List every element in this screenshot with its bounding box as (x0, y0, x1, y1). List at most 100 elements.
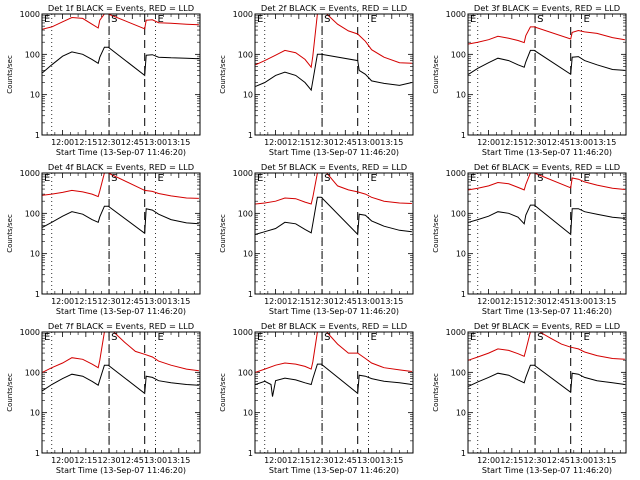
x-tick-label: 12:00 (264, 456, 287, 465)
event-marker-label: E (158, 14, 164, 25)
plot-frame (467, 172, 627, 295)
event-marker-label: E (257, 173, 263, 184)
event-marker-label: S (111, 173, 117, 184)
event-marker-label: E (371, 332, 377, 343)
event-marker-label: S (111, 332, 117, 343)
x-tick-label: 12:30 (98, 297, 121, 306)
y-tick-label: 1 (35, 290, 40, 299)
x-tick-label: 13:00 (570, 297, 593, 306)
y-axis-label: Counts/sec (6, 214, 14, 253)
y-axis-label: Counts/sec (6, 55, 14, 94)
detector-panel: Det 4f BLACK = Events, RED = LLD Counts/s… (6, 162, 201, 316)
y-tick-label: 1000 (446, 169, 466, 178)
detector-panel: Det 8f BLACK = Events, RED = LLD Counts/s… (219, 321, 414, 475)
event-marker-label: E (584, 173, 590, 184)
detector-panel: Det 9f BLACK = Events, RED = LLD Counts/s… (432, 321, 627, 475)
event-marker-label: E (584, 14, 590, 25)
x-tick-label: 12:15 (74, 297, 97, 306)
y-tick-label: 1 (248, 290, 253, 299)
x-tick-label: 12:00 (51, 138, 74, 147)
detector-panel: Det 5f BLACK = Events, RED = LLD Counts/s… (219, 162, 414, 316)
x-tick-label: 12:00 (264, 138, 287, 147)
x-tick-label: 13:15 (380, 138, 403, 147)
x-tick-label: 12:30 (524, 297, 547, 306)
y-axis-label: Counts/sec (219, 55, 227, 94)
event-marker-label: E (44, 173, 50, 184)
x-tick-label: 12:15 (74, 456, 97, 465)
y-tick-label: 100 (238, 50, 253, 59)
events-series-line (42, 364, 199, 395)
detector-panel: Det 1f BLACK = Events, RED = LLD Counts/s… (6, 3, 201, 157)
x-tick-label: 12:45 (334, 456, 357, 465)
x-tick-label: 13:00 (357, 138, 380, 147)
y-tick-label: 10 (243, 250, 253, 259)
y-tick-label: 1000 (20, 328, 40, 337)
event-marker-label: E (470, 332, 476, 343)
plot-frame (467, 331, 627, 454)
x-tick-label: 12:15 (500, 138, 523, 147)
event-marker-label: E (158, 173, 164, 184)
x-axis-label: Start Time (13-Sep-07 11:46:20) (56, 148, 186, 157)
y-tick-label: 1 (461, 449, 466, 458)
detector-panel: Det 6f BLACK = Events, RED = LLD Counts/s… (432, 162, 627, 316)
panel-title: Det 8f BLACK = Events, RED = LLD (261, 321, 407, 331)
events-series-line (468, 49, 625, 76)
plot-frame (41, 13, 201, 136)
y-axis-label: Counts/sec (432, 55, 440, 94)
event-marker-label: S (111, 14, 117, 25)
panel-title: Det 6f BLACK = Events, RED = LLD (474, 162, 620, 172)
x-tick-label: 13:00 (570, 456, 593, 465)
y-tick-label: 100 (238, 368, 253, 377)
lld-series-line (42, 14, 199, 30)
y-tick-label: 1000 (446, 10, 466, 19)
x-tick-label: 13:00 (357, 456, 380, 465)
y-tick-label: 1 (461, 290, 466, 299)
detector-panel: Det 2f BLACK = Events, RED = LLD Counts/s… (219, 3, 414, 157)
events-series-line (468, 204, 625, 236)
x-tick-label: 12:00 (477, 138, 500, 147)
x-tick-label: 13:15 (167, 456, 190, 465)
event-marker-label: E (44, 332, 50, 343)
x-tick-label: 13:15 (380, 456, 403, 465)
event-marker-label: E (470, 173, 476, 184)
x-tick-label: 12:45 (547, 297, 570, 306)
events-series-line (42, 46, 199, 77)
x-axis-label: Start Time (13-Sep-07 11:46:20) (269, 466, 399, 475)
y-tick-label: 10 (456, 409, 466, 418)
y-tick-label: 1000 (20, 169, 40, 178)
event-marker-label: E (44, 14, 50, 25)
x-tick-label: 12:15 (74, 138, 97, 147)
x-tick-label: 12:45 (334, 297, 357, 306)
y-axis-label: Counts/sec (6, 373, 14, 412)
x-tick-label: 12:30 (311, 456, 334, 465)
plot-frame (254, 331, 414, 454)
event-marker-label: S (324, 332, 330, 343)
x-tick-label: 12:00 (477, 297, 500, 306)
events-series-line (468, 364, 625, 394)
events-series-line (255, 363, 412, 397)
y-tick-label: 100 (238, 209, 253, 218)
event-marker-label: E (158, 332, 164, 343)
event-marker-label: S (537, 14, 543, 25)
detector-panel: Det 3f BLACK = Events, RED = LLD Counts/s… (432, 3, 627, 157)
x-tick-label: 12:00 (51, 456, 74, 465)
event-marker-label: S (537, 332, 543, 343)
y-tick-label: 100 (25, 209, 40, 218)
x-tick-label: 12:45 (547, 138, 570, 147)
x-axis-label: Start Time (13-Sep-07 11:46:20) (482, 307, 612, 316)
lld-series-line (468, 26, 625, 45)
x-tick-label: 12:00 (264, 297, 287, 306)
y-tick-label: 10 (456, 250, 466, 259)
y-tick-label: 10 (243, 409, 253, 418)
y-axis-label: Counts/sec (432, 373, 440, 412)
x-tick-label: 13:15 (380, 297, 403, 306)
x-tick-label: 13:15 (593, 138, 616, 147)
plot-frame (467, 13, 627, 136)
x-axis-label: Start Time (13-Sep-07 11:46:20) (482, 148, 612, 157)
x-axis-label: Start Time (13-Sep-07 11:46:20) (56, 307, 186, 316)
x-axis-label: Start Time (13-Sep-07 11:46:20) (482, 466, 612, 475)
x-tick-label: 12:45 (121, 456, 144, 465)
y-tick-label: 1 (461, 131, 466, 140)
panel-title: Det 2f BLACK = Events, RED = LLD (261, 3, 407, 13)
